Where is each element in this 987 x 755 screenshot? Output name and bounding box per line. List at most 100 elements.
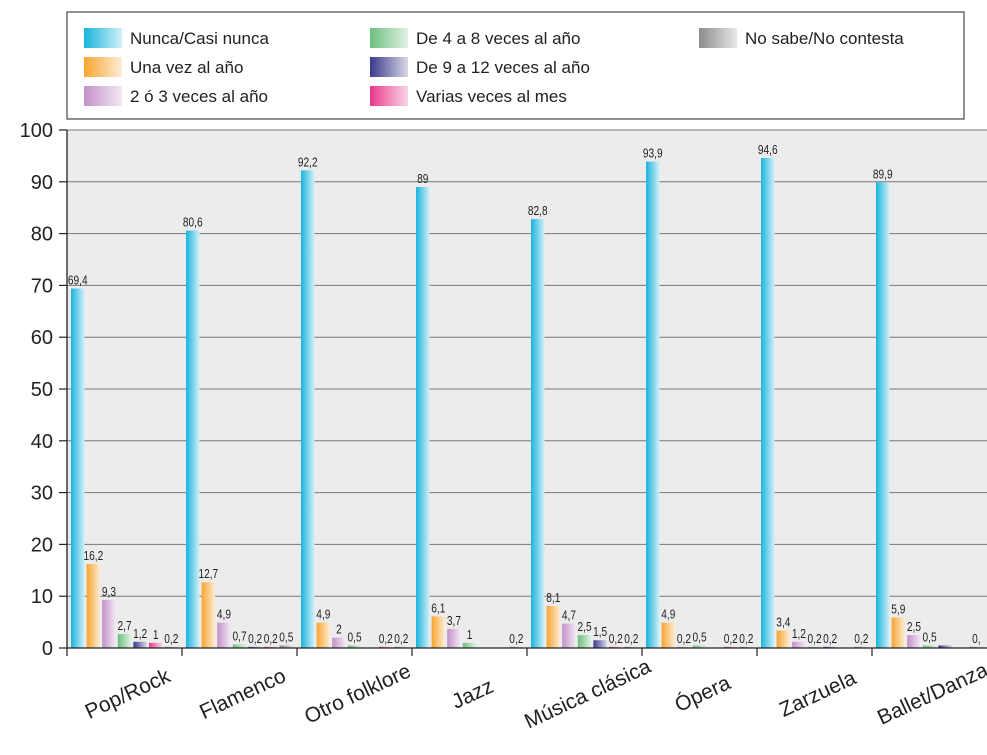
data-label: 0,2 — [164, 632, 178, 646]
bar — [186, 230, 200, 648]
data-label: 82,8 — [528, 204, 548, 218]
data-label: 4,9 — [217, 607, 231, 621]
bar — [792, 641, 806, 648]
bar — [761, 157, 775, 649]
data-label: 0,5 — [348, 630, 362, 644]
x-tick-label: Otro folklore — [301, 660, 414, 729]
legend-swatch — [370, 57, 408, 77]
bar — [907, 635, 921, 648]
data-label: 0,2 — [739, 632, 753, 646]
bar — [347, 645, 362, 648]
data-label: 0,2 — [248, 632, 262, 646]
data-label: 0,2 — [677, 632, 691, 646]
data-label: 0,2 — [264, 632, 278, 646]
y-tick-label: 50 — [31, 379, 53, 401]
legend-label: De 4 a 8 veces al año — [416, 29, 580, 48]
data-label: 8,1 — [546, 591, 560, 605]
data-label: 89,9 — [873, 167, 893, 181]
data-label: 92,2 — [298, 155, 318, 169]
bar — [692, 645, 707, 648]
bar — [661, 622, 676, 648]
data-label: 4,9 — [316, 607, 330, 621]
legend-label: De 9 a 12 veces al año — [416, 58, 590, 77]
data-label: 0,2 — [509, 632, 523, 646]
bar — [776, 630, 791, 648]
bars — [71, 157, 984, 649]
data-label: 69,4 — [68, 273, 88, 287]
bar — [217, 622, 231, 648]
data-label: 0,5 — [279, 630, 293, 644]
data-label: 0,2 — [379, 632, 393, 646]
data-label: 1,2 — [133, 627, 147, 641]
data-label: 2,7 — [118, 619, 132, 633]
bar — [938, 645, 952, 648]
bar — [117, 634, 132, 648]
legend-swatch — [84, 28, 122, 48]
legend-label: Una vez al año — [130, 58, 243, 77]
y-tick-label: 10 — [31, 586, 53, 608]
bar — [301, 170, 315, 649]
bar — [201, 582, 216, 648]
data-label: 0,2 — [854, 632, 868, 646]
y-tick-label: 90 — [31, 172, 53, 194]
data-label: 6,1 — [431, 601, 445, 615]
bar — [876, 182, 890, 648]
bar — [447, 628, 461, 648]
bar — [232, 644, 247, 648]
bar — [431, 616, 446, 648]
data-label: 0,5 — [693, 630, 707, 644]
data-label: 3,7 — [447, 614, 461, 628]
data-label: 0,2 — [808, 632, 822, 646]
legend-label: No sabe/No contesta — [745, 29, 904, 48]
bar — [593, 640, 607, 648]
plot-area — [67, 129, 987, 648]
y-tick-label: 40 — [31, 431, 53, 453]
x-tick-label: Ballet/Danza — [874, 658, 987, 729]
bar — [416, 186, 430, 649]
legend-label: 2 ó 3 veces al año — [130, 87, 268, 106]
data-label: 1 — [153, 628, 159, 642]
data-label: 1,5 — [593, 625, 607, 639]
x-tick-label: Jazz — [448, 675, 497, 714]
legend-swatch — [84, 86, 122, 106]
data-label: 4,9 — [661, 607, 675, 621]
legend-label: Varias veces al mes — [416, 87, 567, 106]
data-label: 0,5 — [923, 630, 937, 644]
data-label: 0,2 — [823, 632, 837, 646]
data-label: 16,2 — [83, 549, 103, 563]
y-tick-label: 100 — [20, 120, 53, 142]
legend: Nunca/Casi nunca Una vez al año 2 ó 3 vece… — [66, 11, 965, 120]
x-tick-label: Flamenco — [196, 664, 289, 724]
data-label: 94,6 — [758, 143, 778, 157]
data-label: 0,2 — [724, 632, 738, 646]
y-tick-label: 0 — [42, 638, 53, 660]
x-tick-label: Zarzuela — [776, 666, 860, 722]
bar — [531, 219, 545, 648]
bar — [102, 599, 116, 648]
bar — [922, 645, 937, 648]
bar — [71, 288, 85, 648]
bar — [133, 641, 147, 648]
legend-swatch — [370, 28, 408, 48]
data-label: 3,4 — [776, 615, 791, 629]
data-label: 1,2 — [792, 627, 806, 641]
data-labels: 69,416,29,32,71,2 1 0,280,612,74,90,7 0,2 0,… — [68, 143, 981, 646]
bar — [316, 622, 331, 648]
data-label: 0,2 — [624, 632, 638, 646]
legend-swatch — [84, 57, 122, 77]
bar — [546, 606, 561, 648]
legend-box — [66, 11, 965, 120]
data-label: 0,2 — [394, 632, 408, 646]
x-tick-label: Música clásica — [521, 655, 655, 734]
data-label: 2,5 — [578, 620, 592, 634]
y-tick-label: 20 — [31, 534, 53, 556]
bar — [646, 161, 660, 648]
data-label: 0,2 — [609, 632, 623, 646]
bar — [86, 564, 101, 648]
x-tick-label: Ópera — [671, 671, 734, 717]
data-label: 2,5 — [907, 620, 921, 634]
bar — [891, 617, 906, 648]
data-label: 12,7 — [198, 567, 218, 581]
bar — [562, 623, 576, 648]
bar — [332, 637, 346, 648]
